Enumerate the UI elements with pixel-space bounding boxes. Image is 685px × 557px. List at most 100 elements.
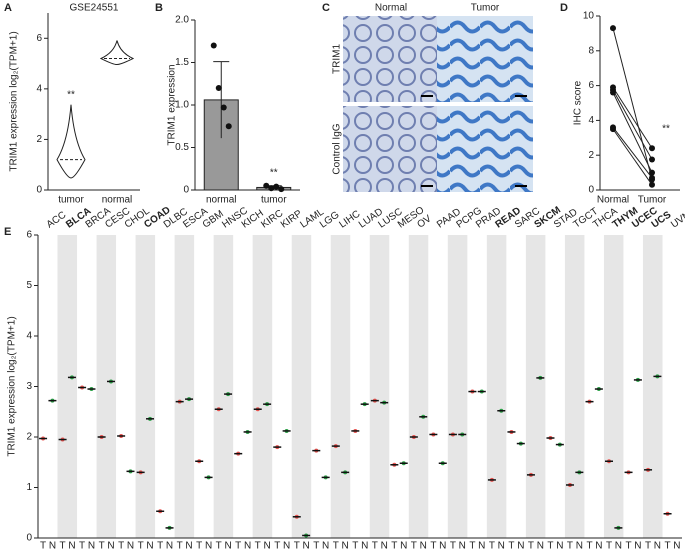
series-label: N: [322, 541, 329, 552]
series-label: N: [107, 541, 114, 552]
series-label: T: [255, 541, 261, 552]
x-tick-label: normal: [102, 195, 133, 206]
series-label: T: [625, 541, 631, 552]
point: [649, 156, 655, 163]
series-label: N: [615, 541, 622, 552]
series-label: T: [508, 541, 514, 552]
point: [610, 126, 616, 133]
y-tick-label: 3: [26, 381, 32, 392]
row-label: TRIM1: [332, 44, 343, 74]
series-label: N: [478, 541, 485, 552]
series-label: T: [333, 541, 339, 552]
y-tick-label: 1.0: [175, 100, 189, 111]
series-label: T: [586, 541, 592, 552]
y-axis-label: TRIM1 expression log₂(TPM+1): [7, 316, 18, 456]
series-label: N: [381, 541, 388, 552]
series-label: N: [361, 541, 368, 552]
series-label: N: [576, 541, 583, 552]
y-tick-label: 1.5: [175, 57, 189, 68]
y-tick-label: 10: [583, 11, 595, 22]
panel-letter: B: [155, 2, 163, 14]
micrograph: [343, 16, 439, 102]
point: [215, 85, 222, 91]
series-label: N: [595, 541, 602, 552]
point: [225, 123, 232, 130]
series-label: T: [118, 541, 124, 552]
column-band: [135, 235, 156, 538]
series-label: N: [459, 541, 466, 552]
series-label: N: [654, 541, 661, 552]
series-label: N: [537, 541, 544, 552]
column-band: [213, 235, 234, 538]
series-label: T: [450, 541, 456, 552]
y-tick-label: 0: [588, 185, 594, 196]
series-label: N: [400, 541, 407, 552]
column-band: [486, 235, 507, 538]
column-band: [525, 235, 546, 538]
annotation: **: [662, 124, 670, 135]
x-tick-label: tumor: [58, 195, 84, 206]
column-label: Tumor: [471, 3, 500, 14]
series-label: T: [567, 541, 573, 552]
column-band: [330, 235, 351, 538]
column-band: [57, 235, 78, 538]
panel-letter: C: [322, 2, 330, 14]
series-label: T: [313, 541, 319, 552]
column-band: [642, 235, 663, 538]
series-label: N: [263, 541, 270, 552]
series-label: T: [216, 541, 222, 552]
micrograph: [437, 16, 533, 102]
pair-line: [612, 128, 653, 186]
y-tick-label: 2: [36, 134, 42, 145]
series-label: T: [411, 541, 417, 552]
y-tick-label: 1: [26, 482, 32, 493]
column-band: [603, 235, 624, 538]
pair-line: [612, 28, 653, 180]
series-label: T: [430, 541, 436, 552]
series-label: N: [634, 541, 641, 552]
column-label: Normal: [375, 3, 407, 14]
point: [649, 145, 655, 152]
series-label: T: [138, 541, 144, 552]
series-label: N: [420, 541, 427, 552]
y-axis-label: IHC score: [573, 80, 584, 125]
violin: [99, 40, 135, 66]
column-band: [369, 235, 390, 538]
series-label: T: [469, 541, 475, 552]
series-label: N: [439, 541, 446, 552]
x-tick-label: normal: [206, 195, 237, 206]
series-label: N: [88, 541, 95, 552]
row-label: Control IgG: [332, 123, 343, 174]
series-label: T: [99, 541, 105, 552]
column-band: [564, 235, 585, 538]
series-label: T: [40, 541, 46, 552]
series-label: T: [177, 541, 183, 552]
series-label: N: [205, 541, 212, 552]
column-band: [291, 235, 312, 538]
series-label: N: [283, 541, 290, 552]
series-label: T: [274, 541, 280, 552]
x-tick-label: tumor: [261, 195, 287, 206]
y-tick-label: 2: [26, 432, 32, 443]
pair-line: [612, 89, 653, 160]
y-axis-label: TRIM1 expression: [167, 64, 178, 145]
series-label: N: [49, 541, 56, 552]
point: [263, 182, 270, 189]
y-tick-label: 4: [26, 331, 32, 342]
pair-line: [612, 127, 653, 179]
point: [210, 42, 217, 49]
point: [220, 104, 227, 111]
series-label: T: [294, 541, 300, 552]
y-tick-label: 6: [36, 33, 42, 44]
panel-letter: D: [560, 2, 568, 14]
pair-line: [612, 92, 653, 173]
y-tick-label: 6: [26, 230, 32, 241]
x-tick-label: Normal: [597, 195, 629, 206]
point: [278, 186, 285, 193]
y-tick-label: 6: [588, 80, 594, 91]
series-label: N: [498, 541, 505, 552]
pair-line: [612, 87, 653, 149]
panel-letter: E: [4, 226, 11, 238]
y-tick-label: 0.5: [175, 142, 189, 153]
